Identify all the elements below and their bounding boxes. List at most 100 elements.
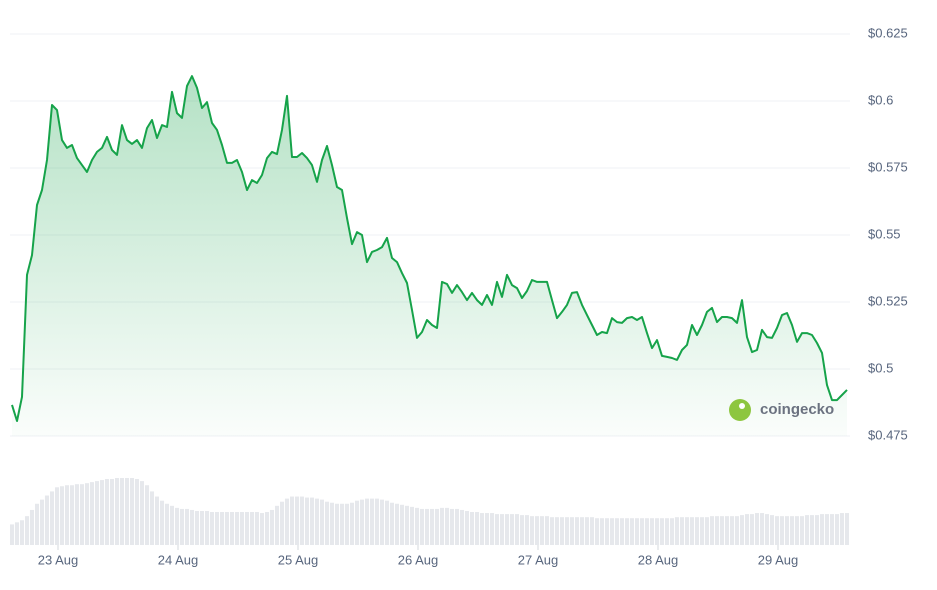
volume-bar xyxy=(215,512,219,545)
volume-bar xyxy=(25,516,30,545)
volume-bar xyxy=(505,514,510,545)
volume-bar xyxy=(805,515,810,545)
volume-bar xyxy=(14,522,19,545)
volume-bar xyxy=(155,496,159,545)
volume-bar xyxy=(530,516,534,545)
volume-bar xyxy=(374,498,379,545)
volume-bar xyxy=(575,517,579,545)
volume-bar xyxy=(775,516,780,545)
volume-bar xyxy=(170,505,174,545)
volume-bar xyxy=(659,518,664,545)
volume-bar xyxy=(89,482,94,545)
volume-bar xyxy=(650,518,654,545)
volume-bar xyxy=(764,514,769,545)
volume-bar xyxy=(640,518,645,545)
volume-bar xyxy=(209,512,214,545)
volume-bar xyxy=(845,513,849,545)
volume-bar xyxy=(800,516,804,545)
volume-bar xyxy=(715,516,720,545)
volume-bar xyxy=(839,513,844,545)
volume-bar xyxy=(245,512,249,545)
volume-bar xyxy=(580,517,585,545)
volume-bar xyxy=(545,516,549,545)
volume-bar xyxy=(689,517,694,545)
volume-bar xyxy=(185,508,189,545)
volume-bar xyxy=(40,499,45,545)
volume-bar xyxy=(535,516,540,545)
volume-bar xyxy=(665,518,669,545)
axes: $0.475 $0.5 $0.525 $0.55 $0.575 $0.6 $0.625 23 … xyxy=(38,25,908,567)
volume-bar xyxy=(299,496,304,545)
volume-bar xyxy=(179,508,184,545)
volume-bar xyxy=(730,516,735,545)
volume-bar xyxy=(310,497,315,545)
volume-bar xyxy=(785,516,789,545)
volume-bar xyxy=(380,499,384,545)
volume-bar xyxy=(85,483,90,545)
volume-bar xyxy=(70,485,75,545)
volume-bar xyxy=(10,524,15,545)
y-tick-label: $0.475 xyxy=(868,427,908,442)
watermark: coingecko xyxy=(729,399,834,421)
volume-bar xyxy=(305,497,309,545)
volume-bar xyxy=(490,513,495,545)
volume-bar xyxy=(100,480,105,545)
volume-bar xyxy=(140,481,144,545)
volume-bar xyxy=(445,507,450,545)
volume-bar xyxy=(44,495,49,545)
volume-bar xyxy=(80,484,84,545)
volume-bar xyxy=(830,514,834,545)
volume-bar xyxy=(239,512,244,545)
volume-bar xyxy=(745,514,750,545)
volume-bar xyxy=(164,503,169,545)
x-tick-label: 29 Aug xyxy=(758,552,799,567)
volume-bar xyxy=(539,516,544,545)
logo-eye xyxy=(739,403,745,409)
volume-bar xyxy=(794,516,799,545)
volume-bar xyxy=(770,515,774,545)
volume-bar xyxy=(125,478,129,545)
volume-bar xyxy=(145,485,150,545)
volume-bar xyxy=(404,505,409,545)
volume-bar xyxy=(475,512,480,545)
volume-bar xyxy=(20,520,24,545)
volume-bar xyxy=(440,507,444,545)
x-tick-label: 25 Aug xyxy=(278,552,319,567)
volume-bar xyxy=(365,498,369,545)
volume-bar xyxy=(740,515,744,545)
volume-bar xyxy=(359,499,364,545)
volume-bar xyxy=(625,518,630,545)
volume-bar xyxy=(460,509,465,545)
volume-bar xyxy=(344,503,349,545)
volume-bar xyxy=(350,502,354,545)
volume-bar xyxy=(749,514,754,545)
volume-bar xyxy=(434,508,439,545)
volume-bar xyxy=(35,503,39,545)
volume-bar xyxy=(494,514,499,545)
volume-bar xyxy=(779,516,784,545)
volume-bar xyxy=(250,512,255,545)
volume-bar xyxy=(260,513,264,545)
volume-bar xyxy=(550,517,555,545)
x-tick-label: 27 Aug xyxy=(518,552,559,567)
volume-bar xyxy=(835,514,840,545)
volume-bar xyxy=(655,518,660,545)
volume-bar xyxy=(149,491,154,545)
volume-bar xyxy=(320,499,324,545)
volume-bar xyxy=(520,515,525,545)
x-tick-label: 26 Aug xyxy=(398,552,439,567)
volume-bar xyxy=(719,516,724,545)
volume-bar xyxy=(295,496,300,545)
volume-bar xyxy=(700,517,705,545)
volume-bar xyxy=(670,518,675,545)
x-tick-label: 23 Aug xyxy=(38,552,79,567)
volume-bar xyxy=(194,510,199,545)
volume-bar xyxy=(55,487,60,545)
volume-bar xyxy=(370,498,375,545)
volume-bar xyxy=(590,517,594,545)
y-tick-label: $0.5 xyxy=(868,360,893,375)
volume-bar xyxy=(175,507,180,545)
y-tick-label: $0.575 xyxy=(868,159,908,174)
volume-bar xyxy=(734,516,739,545)
